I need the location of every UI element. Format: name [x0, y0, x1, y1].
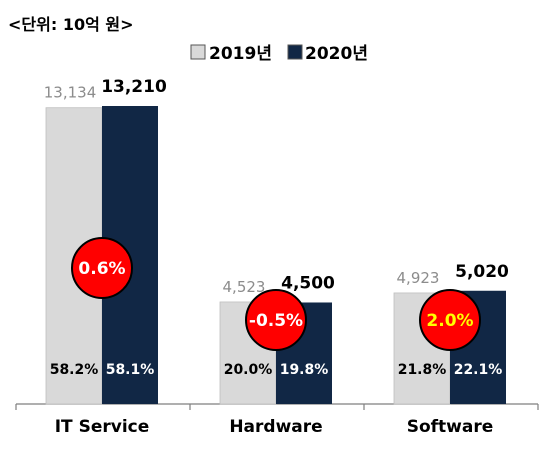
- share-label-2019-2: 21.8%: [398, 362, 447, 378]
- growth-label-2: 2.0%: [426, 311, 473, 331]
- value-label-2020-0: 13,210: [101, 77, 167, 97]
- share-label-2020-1: 19.8%: [280, 362, 329, 378]
- value-label-2020-2: 5,020: [455, 262, 509, 282]
- value-label-2019-2: 4,923: [397, 269, 440, 287]
- bars: 13,134 13,210 58.2% 58.1% 0.6% IT Service 4,52…: [15, 77, 539, 437]
- share-label-2019-1: 20.0%: [224, 362, 273, 378]
- share-label-2019-0: 58.2%: [50, 362, 99, 378]
- legend-swatch-2019: [190, 44, 206, 60]
- unit-label: <단위: 10억 원>: [8, 15, 134, 34]
- growth-label-0: 0.6%: [78, 259, 125, 279]
- legend-swatch-2020: [287, 44, 303, 60]
- growth-label-1: -0.5%: [249, 311, 303, 331]
- growth-badge-0: [71, 237, 133, 299]
- legend: 2019년 2020년: [190, 44, 368, 64]
- legend-label-2020: 2020년: [305, 44, 368, 64]
- value-label-2019-1: 4,523: [223, 278, 266, 296]
- growth-badge-1: [245, 289, 307, 351]
- value-label-2020-1: 4,500: [281, 273, 335, 293]
- value-label-2019-0: 13,134: [44, 84, 97, 102]
- category-label-1: Hardware: [229, 417, 322, 437]
- category-label-2: Software: [407, 417, 494, 437]
- category-label-0: IT Service: [55, 417, 150, 437]
- share-label-2020-0: 58.1%: [106, 362, 155, 378]
- share-label-2020-2: 22.1%: [454, 362, 503, 378]
- growth-badge-2: [419, 289, 481, 351]
- legend-label-2019: 2019년: [209, 44, 272, 64]
